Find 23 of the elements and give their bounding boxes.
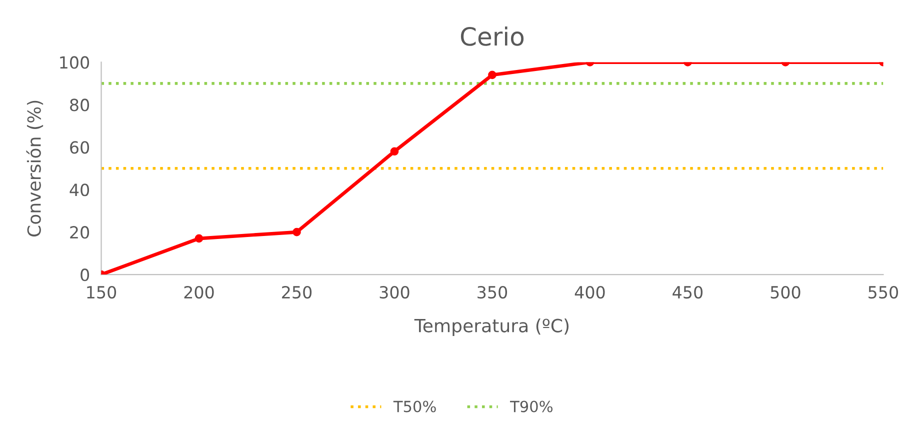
legend-label: T50% — [393, 400, 436, 412]
x-tick-label: 250 — [282, 286, 312, 299]
y-tick-label: 60 — [70, 141, 90, 154]
point — [194, 234, 204, 243]
chart-title: Cerio — [460, 26, 524, 46]
point — [390, 147, 399, 156]
x-tick-label: 400 — [574, 286, 605, 299]
y-tick-label: 20 — [70, 226, 90, 239]
y-tick-label: 40 — [70, 184, 90, 196]
x-tick-label: 450 — [672, 286, 703, 299]
y-tick-label: 80 — [70, 98, 90, 112]
y-tick-label: 100 — [60, 56, 90, 69]
x-tick-label: 200 — [184, 286, 214, 299]
y-axis-title: Conversión (%) — [26, 100, 44, 236]
x-tick-label: 550 — [868, 286, 898, 299]
point — [292, 228, 301, 236]
y-tick-label: 0 — [80, 268, 90, 282]
x-tick-label: 350 — [478, 286, 508, 299]
x-axis-title: Temperatura (ºC) — [414, 318, 569, 336]
x-tick-label: 150 — [87, 286, 116, 299]
legend-label: T90% — [510, 400, 552, 412]
x-tick-label: 300 — [380, 286, 410, 299]
x-tick-label: 500 — [770, 286, 800, 299]
